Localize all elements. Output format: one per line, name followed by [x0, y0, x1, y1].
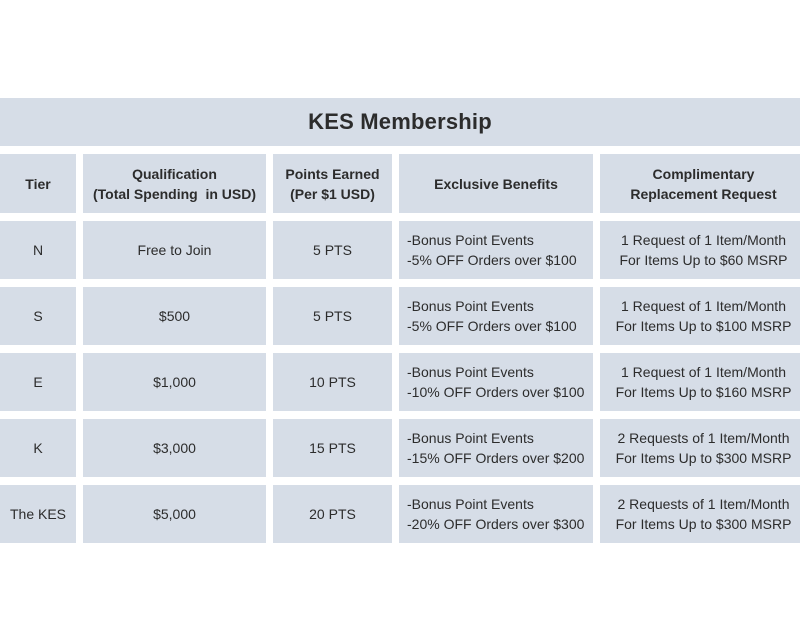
qualification-cell: $500 [83, 287, 266, 345]
replacement-line: For Items Up to $60 MSRP [619, 252, 788, 268]
replacement-line: 1 Request of 1 Item/Month [621, 298, 786, 314]
benefit-line: -20% OFF Orders over $300 [407, 516, 585, 532]
benefits-cell: -Bonus Point Events -15% OFF Orders over… [399, 419, 593, 477]
header-benefits: Exclusive Benefits [399, 154, 593, 213]
header-points: Points Earned (Per $1 USD) [273, 154, 392, 213]
benefit-line: -Bonus Point Events [407, 232, 534, 248]
replacement-cell: 1 Request of 1 Item/Month For Items Up t… [600, 221, 800, 279]
header-tier: Tier [0, 154, 76, 213]
header-qualification: Qualification (Total Spending in USD) [83, 154, 266, 213]
benefit-line: -Bonus Point Events [407, 430, 534, 446]
qualification-cell: Free to Join [83, 221, 266, 279]
points-cell: 5 PTS [273, 287, 392, 345]
tier-value: K [33, 440, 43, 456]
replacement-line: For Items Up to $100 MSRP [615, 318, 792, 334]
qualification-cell: $3,000 [83, 419, 266, 477]
membership-title-banner: KES Membership [0, 98, 800, 146]
benefit-line: -15% OFF Orders over $200 [407, 450, 585, 466]
replacement-cell: 2 Requests of 1 Item/Month For Items Up … [600, 485, 800, 543]
benefits-cell: -Bonus Point Events -20% OFF Orders over… [399, 485, 593, 543]
tier-cell: The KES [0, 485, 76, 543]
replacement-line: For Items Up to $160 MSRP [615, 384, 792, 400]
qualification-value: $1,000 [153, 374, 196, 390]
header-qualification-line-2: (Total Spending in USD) [92, 185, 257, 202]
tier-value: N [32, 242, 44, 258]
header-replacement-line-2: Replacement Request [630, 185, 777, 202]
qualification-value: $5,000 [153, 506, 196, 522]
header-qualification-line-1: Qualification [132, 165, 217, 182]
tier-cell: N [0, 221, 76, 279]
tier-value: S [33, 308, 43, 324]
points-cell: 20 PTS [273, 485, 392, 543]
points-cell: 5 PTS [273, 221, 392, 279]
tier-cell: K [0, 419, 76, 477]
points-value: 5 PTS [313, 308, 352, 324]
membership-table: Tier Qualification (Total Spending in US… [0, 154, 800, 543]
header-tier-label: Tier [25, 175, 51, 192]
replacement-cell: 1 Request of 1 Item/Month For Items Up t… [600, 353, 800, 411]
qualification-value: $3,000 [153, 440, 196, 456]
benefit-line: -5% OFF Orders over $100 [407, 252, 577, 268]
qualification-cell: $5,000 [83, 485, 266, 543]
benefit-line: -10% OFF Orders over $100 [407, 384, 585, 400]
replacement-cell: 1 Request of 1 Item/Month For Items Up t… [600, 287, 800, 345]
header-points-line-1: Points Earned [285, 165, 380, 182]
qualification-value: Free to Join [137, 242, 212, 258]
replacement-cell: 2 Requests of 1 Item/Month For Items Up … [600, 419, 800, 477]
benefit-line: -Bonus Point Events [407, 496, 534, 512]
header-benefits-label: Exclusive Benefits [434, 175, 558, 192]
tier-cell: S [0, 287, 76, 345]
tier-cell: E [0, 353, 76, 411]
tier-value: The KES [9, 506, 67, 522]
page-title: KES Membership [308, 109, 492, 134]
replacement-line: 1 Request of 1 Item/Month [621, 232, 786, 248]
points-value: 20 PTS [309, 506, 356, 522]
qualification-cell: $1,000 [83, 353, 266, 411]
benefits-cell: -Bonus Point Events -5% OFF Orders over … [399, 287, 593, 345]
points-cell: 15 PTS [273, 419, 392, 477]
replacement-line: 2 Requests of 1 Item/Month [617, 496, 790, 512]
tier-value: E [33, 374, 43, 390]
points-value: 10 PTS [309, 374, 356, 390]
points-value: 5 PTS [313, 242, 352, 258]
header-points-line-2: (Per $1 USD) [290, 185, 375, 202]
benefit-line: -Bonus Point Events [407, 364, 534, 380]
header-replacement: Complimentary Replacement Request [600, 154, 800, 213]
qualification-value: $500 [158, 308, 191, 324]
header-replacement-line-1: Complimentary [652, 165, 755, 182]
benefits-cell: -Bonus Point Events -10% OFF Orders over… [399, 353, 593, 411]
benefits-cell: -Bonus Point Events -5% OFF Orders over … [399, 221, 593, 279]
benefit-line: -Bonus Point Events [407, 298, 534, 314]
replacement-line: For Items Up to $300 MSRP [615, 450, 792, 466]
replacement-line: 2 Requests of 1 Item/Month [617, 430, 790, 446]
replacement-line: For Items Up to $300 MSRP [615, 516, 792, 532]
benefit-line: -5% OFF Orders over $100 [407, 318, 577, 334]
replacement-line: 1 Request of 1 Item/Month [621, 364, 786, 380]
points-value: 15 PTS [309, 440, 356, 456]
points-cell: 10 PTS [273, 353, 392, 411]
